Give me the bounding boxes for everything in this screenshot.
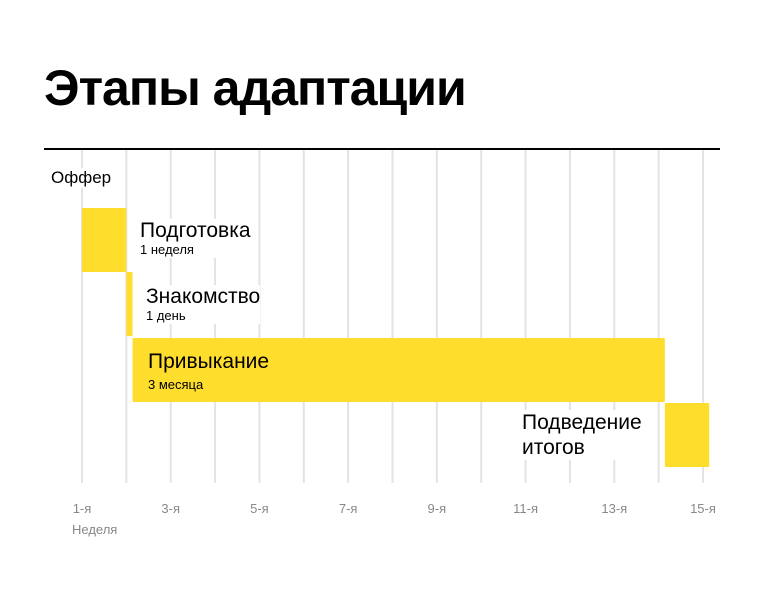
- chart-title: Этапы адаптации: [44, 60, 467, 116]
- task-bar: [126, 272, 133, 336]
- task-duration: 1 неделя: [140, 242, 194, 258]
- x-tick-label: 9-я: [427, 501, 447, 516]
- x-tick-label: 5-я: [250, 501, 269, 516]
- task-name: Привыкание: [148, 350, 270, 373]
- task-bar: [664, 403, 710, 467]
- task-label-acquaintance: Знакомство 1 день: [146, 285, 261, 325]
- x-tick-label: 3-я: [161, 501, 181, 516]
- task-name: Знакомство: [146, 285, 261, 308]
- task-label-summary: Подведение итогов: [522, 410, 652, 461]
- task-bar: [82, 208, 127, 272]
- task-duration: 1 день: [146, 308, 186, 324]
- task-name: Подготовка: [140, 219, 251, 242]
- x-tick-label: 15-я: [690, 501, 716, 516]
- milestone-offer: Оффер: [51, 168, 112, 188]
- task-bar: [132, 338, 665, 402]
- x-tick-label: 1-я: [72, 501, 92, 516]
- x-tick-label: 13-я: [601, 501, 628, 516]
- title-divider: [44, 148, 720, 150]
- x-tick-label: 11-я: [513, 501, 538, 516]
- x-axis-label: Неделя: [72, 522, 118, 537]
- x-tick-label: 7-я: [338, 501, 358, 516]
- task-label-habituation: Привыкание 3 месяца: [148, 350, 269, 393]
- task-label-preparation: Подготовка 1 неделя: [140, 219, 251, 259]
- task-duration: 3 месяца: [148, 377, 204, 393]
